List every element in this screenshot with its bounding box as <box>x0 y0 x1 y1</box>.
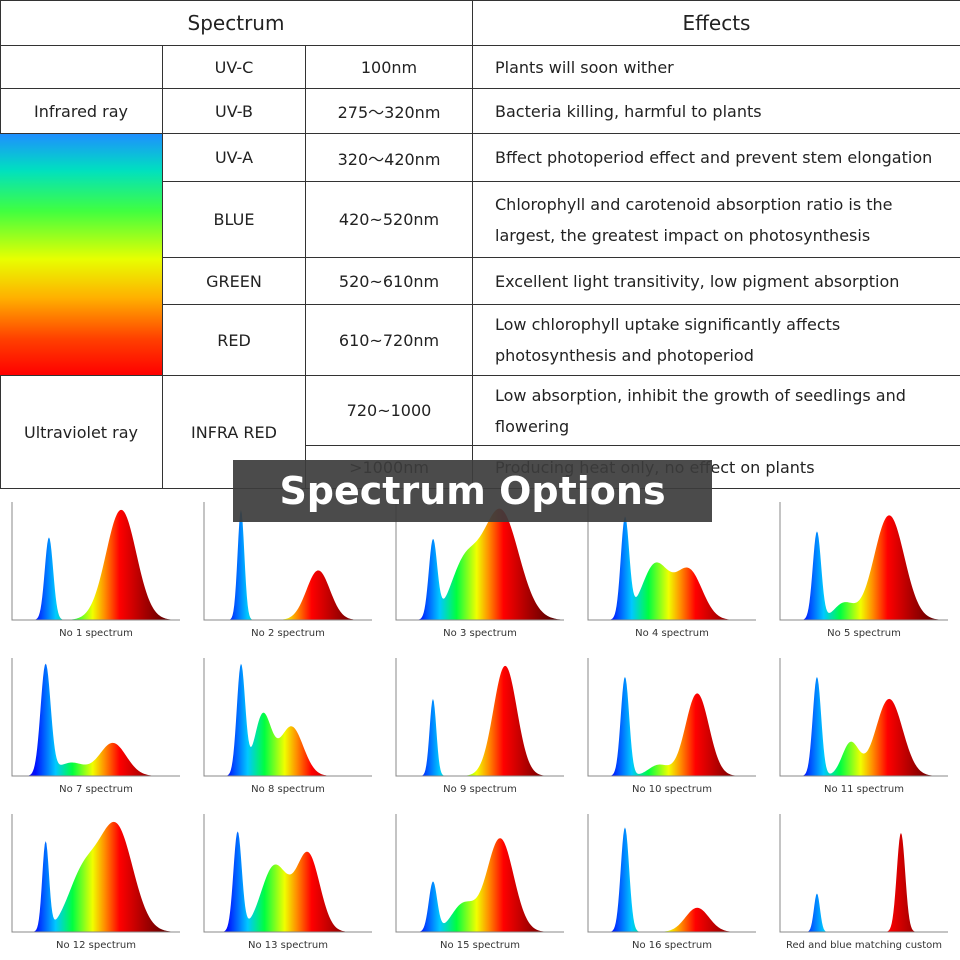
effect-cell: Plants will soon wither <box>473 46 960 89</box>
banner: Spectrum Options <box>233 460 712 522</box>
spectrum-gradient <box>0 134 163 376</box>
chart-caption: No 9 spectrum <box>443 784 517 795</box>
axis <box>779 814 948 933</box>
axis <box>395 502 564 621</box>
chart-caption: No 13 spectrum <box>248 940 328 951</box>
spectrum-chart: No 4 spectrum <box>587 502 756 639</box>
spectrum-curve <box>204 831 372 932</box>
effect-cell: Bffect photoperiod effect and prevent st… <box>473 134 960 182</box>
range-cell: 720~1000 <box>306 376 473 446</box>
spectrum-curve <box>588 676 756 776</box>
spectrum-curve <box>204 663 372 776</box>
spectrum-chart: No 2 spectrum <box>203 502 372 639</box>
empty-cell <box>0 46 163 89</box>
range-cell: 275～320nm <box>306 89 473 134</box>
chart-caption: No 10 spectrum <box>632 784 712 795</box>
range-cell: 320～420nm <box>306 134 473 182</box>
effect-cell: Chlorophyll and carotenoid absorption ra… <box>473 182 960 258</box>
spectrum-curve <box>588 516 756 620</box>
spectrum-curve <box>396 665 564 776</box>
axis <box>395 658 564 777</box>
band-cell: UV-B <box>163 89 306 134</box>
spectrum-curve <box>204 509 372 620</box>
effect-cell: Low chlorophyll uptake significantly aff… <box>473 305 960 376</box>
axis <box>203 814 372 933</box>
chart-caption: Red and blue matching custom <box>786 940 942 951</box>
chart-caption: No 12 spectrum <box>56 940 136 951</box>
chart-caption: No 16 spectrum <box>632 940 712 951</box>
range-cell: 420~520nm <box>306 182 473 258</box>
header-cell: Effects <box>473 0 960 46</box>
spectrum-chart: No 8 spectrum <box>203 658 372 795</box>
spectrum-curve <box>780 832 948 932</box>
axis <box>203 658 372 777</box>
band-cell: RED <box>163 305 306 376</box>
range-cell: 520~610nm <box>306 258 473 305</box>
axis <box>779 502 948 621</box>
chart-caption: No 15 spectrum <box>440 940 520 951</box>
spectrum-chart: No 13 spectrum <box>203 814 372 951</box>
range-cell: 610~720nm <box>306 305 473 376</box>
band-cell: BLUE <box>163 182 306 258</box>
spectrum-chart: No 16 spectrum <box>587 814 756 951</box>
axis <box>395 814 564 933</box>
spectrum-chart: No 3 spectrum <box>395 502 564 639</box>
spectrum-curve <box>12 663 180 776</box>
spectrum-chart: No 1 spectrum <box>11 502 180 639</box>
effect-cell: Excellent light transitivity, low pigmen… <box>473 258 960 305</box>
header-cell: Spectrum <box>0 0 473 46</box>
chart-caption: No 3 spectrum <box>443 628 517 639</box>
spectrum-chart: No 7 spectrum <box>11 658 180 795</box>
chart-caption: No 4 spectrum <box>635 628 709 639</box>
chart-caption: No 11 spectrum <box>824 784 904 795</box>
spectrum-curve <box>396 508 564 620</box>
spectrum-chart: No 11 spectrum <box>779 658 948 795</box>
chart-caption: No 7 spectrum <box>59 784 133 795</box>
side-label: Ultraviolet ray <box>0 376 163 489</box>
axis <box>11 814 180 933</box>
axis <box>587 814 756 933</box>
axis <box>11 502 180 621</box>
axis <box>587 658 756 777</box>
spectrum-chart: No 10 spectrum <box>587 658 756 795</box>
chart-caption: No 8 spectrum <box>251 784 325 795</box>
band-cell: GREEN <box>163 258 306 305</box>
spectrum-curve <box>780 515 948 620</box>
spectrum-curve <box>12 509 180 620</box>
axis <box>203 502 372 621</box>
chart-caption: No 5 spectrum <box>827 628 901 639</box>
spectrum-chart: Red and blue matching custom <box>779 814 948 951</box>
spectrum-chart: No 12 spectrum <box>11 814 180 951</box>
spectrum-curve <box>12 821 180 932</box>
chart-caption: No 1 spectrum <box>59 628 133 639</box>
band-cell: UV-C <box>163 46 306 89</box>
spectrum-chart: No 5 spectrum <box>779 502 948 639</box>
axis <box>11 658 180 777</box>
band-cell: UV-A <box>163 134 306 182</box>
axis <box>587 502 756 621</box>
spectrum-charts: No 1 spectrum No 2 spectrum No 3 spectrum N… <box>0 490 960 960</box>
effect-cell: Low absorption, inhibit the growth of se… <box>473 376 960 446</box>
side-label: Infrared ray <box>0 89 163 134</box>
spectrum-curve <box>396 838 564 932</box>
range-cell: 100nm <box>306 46 473 89</box>
spectrum-chart: No 15 spectrum <box>395 814 564 951</box>
effect-cell: Bacteria killing, harmful to plants <box>473 89 960 134</box>
spectrum-curve <box>780 676 948 776</box>
axis <box>779 658 948 777</box>
spectrum-curve <box>588 827 756 932</box>
chart-caption: No 2 spectrum <box>251 628 325 639</box>
spectrum-table: Spectrum Effects Infrared ray Ultraviolet r… <box>0 0 960 489</box>
spectrum-chart: No 9 spectrum <box>395 658 564 795</box>
